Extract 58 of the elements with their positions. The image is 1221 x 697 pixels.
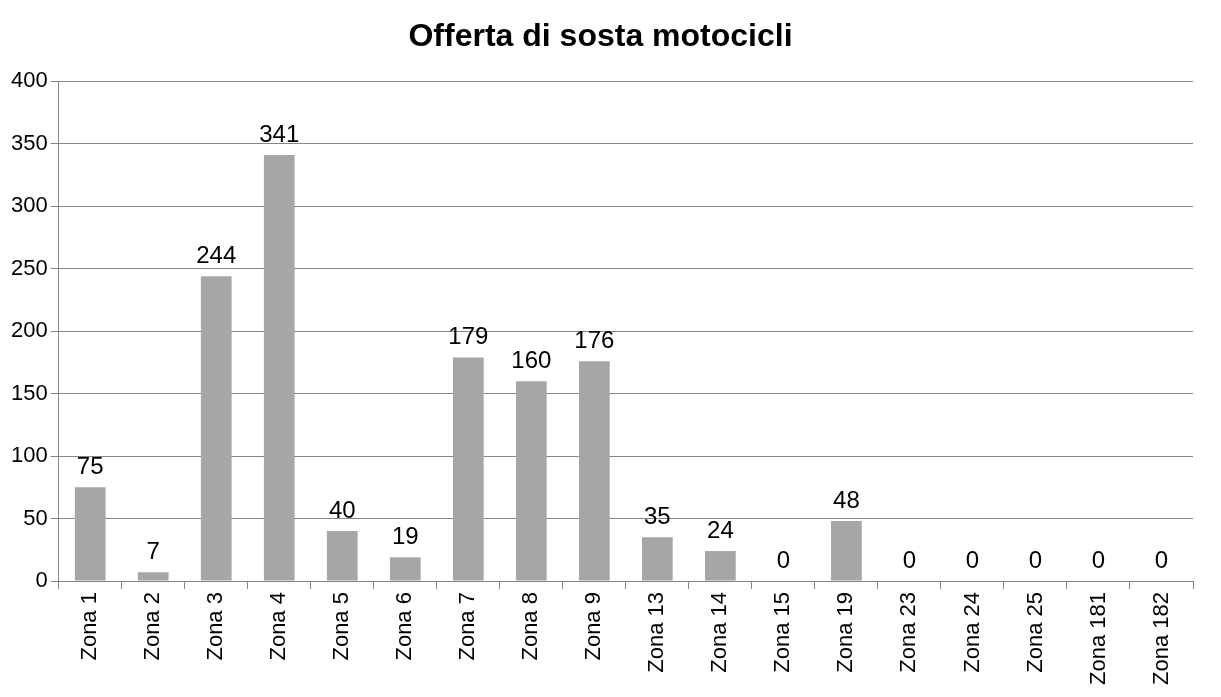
y-tick-label: 350 bbox=[10, 129, 48, 155]
x-tick-label: Zona 19 bbox=[832, 592, 858, 673]
y-tick-label: 400 bbox=[10, 67, 48, 93]
bar bbox=[452, 357, 484, 581]
bar bbox=[263, 155, 295, 581]
bar bbox=[515, 381, 547, 581]
bar bbox=[200, 276, 232, 581]
x-tick-label: Zona 3 bbox=[202, 592, 228, 661]
x-tick-label: Zona 24 bbox=[958, 592, 984, 673]
data-label: 0 bbox=[776, 545, 791, 573]
y-tick-label: 200 bbox=[10, 317, 48, 343]
data-label: 179 bbox=[448, 322, 489, 350]
x-tick-label: Zona 25 bbox=[1021, 592, 1047, 673]
x-tick-label: Zona 8 bbox=[517, 592, 543, 661]
data-label: 35 bbox=[644, 501, 671, 529]
y-tick-label: 0 bbox=[35, 567, 48, 593]
y-tick-label: 100 bbox=[10, 442, 48, 468]
x-tick-label: Zona 2 bbox=[139, 592, 165, 661]
x-tick-label: Zona 9 bbox=[580, 592, 606, 661]
x-tick-label: Zona 6 bbox=[391, 592, 417, 661]
data-label: 24 bbox=[707, 515, 734, 543]
data-label: 0 bbox=[1028, 545, 1043, 573]
x-tick-label: Zona 182 bbox=[1147, 592, 1173, 686]
data-label: 341 bbox=[259, 119, 300, 147]
data-label: 19 bbox=[391, 521, 419, 549]
x-tick-label: Zona 5 bbox=[328, 592, 354, 661]
x-tick-label: Zona 1 bbox=[76, 592, 102, 661]
x-tick-label: Zona 181 bbox=[1084, 592, 1110, 686]
chart-title: Offerta di sosta motocicli bbox=[408, 17, 793, 54]
x-tick-label: Zona 23 bbox=[895, 592, 921, 673]
bar bbox=[74, 487, 106, 581]
x-tick-label: Zona 14 bbox=[706, 592, 732, 673]
y-tick-label: 300 bbox=[10, 192, 48, 218]
bar bbox=[831, 521, 862, 581]
bar bbox=[642, 537, 673, 581]
y-tick-label: 250 bbox=[10, 254, 48, 280]
data-label: 0 bbox=[1154, 545, 1169, 573]
data-label: 48 bbox=[833, 485, 860, 513]
y-tick-label: 150 bbox=[10, 379, 48, 405]
data-label: 176 bbox=[574, 325, 615, 353]
data-label: 0 bbox=[1091, 545, 1106, 573]
data-label: 0 bbox=[965, 545, 980, 573]
data-label: 40 bbox=[328, 495, 356, 523]
bar bbox=[137, 572, 169, 581]
bar bbox=[578, 361, 610, 581]
data-label: 0 bbox=[902, 545, 917, 573]
data-label: 244 bbox=[196, 240, 237, 268]
x-tick-label: Zona 13 bbox=[643, 592, 669, 673]
data-label: 160 bbox=[511, 345, 552, 373]
x-tick-label: Zona 15 bbox=[769, 592, 795, 673]
x-tick-label: Zona 7 bbox=[454, 592, 480, 661]
data-label: 7 bbox=[146, 536, 160, 564]
x-tick-label: Zona 4 bbox=[265, 592, 291, 661]
y-tick-label: 50 bbox=[23, 504, 48, 530]
bar bbox=[326, 531, 358, 581]
data-label: 75 bbox=[76, 451, 104, 479]
bar bbox=[705, 551, 736, 581]
bar bbox=[389, 557, 421, 581]
